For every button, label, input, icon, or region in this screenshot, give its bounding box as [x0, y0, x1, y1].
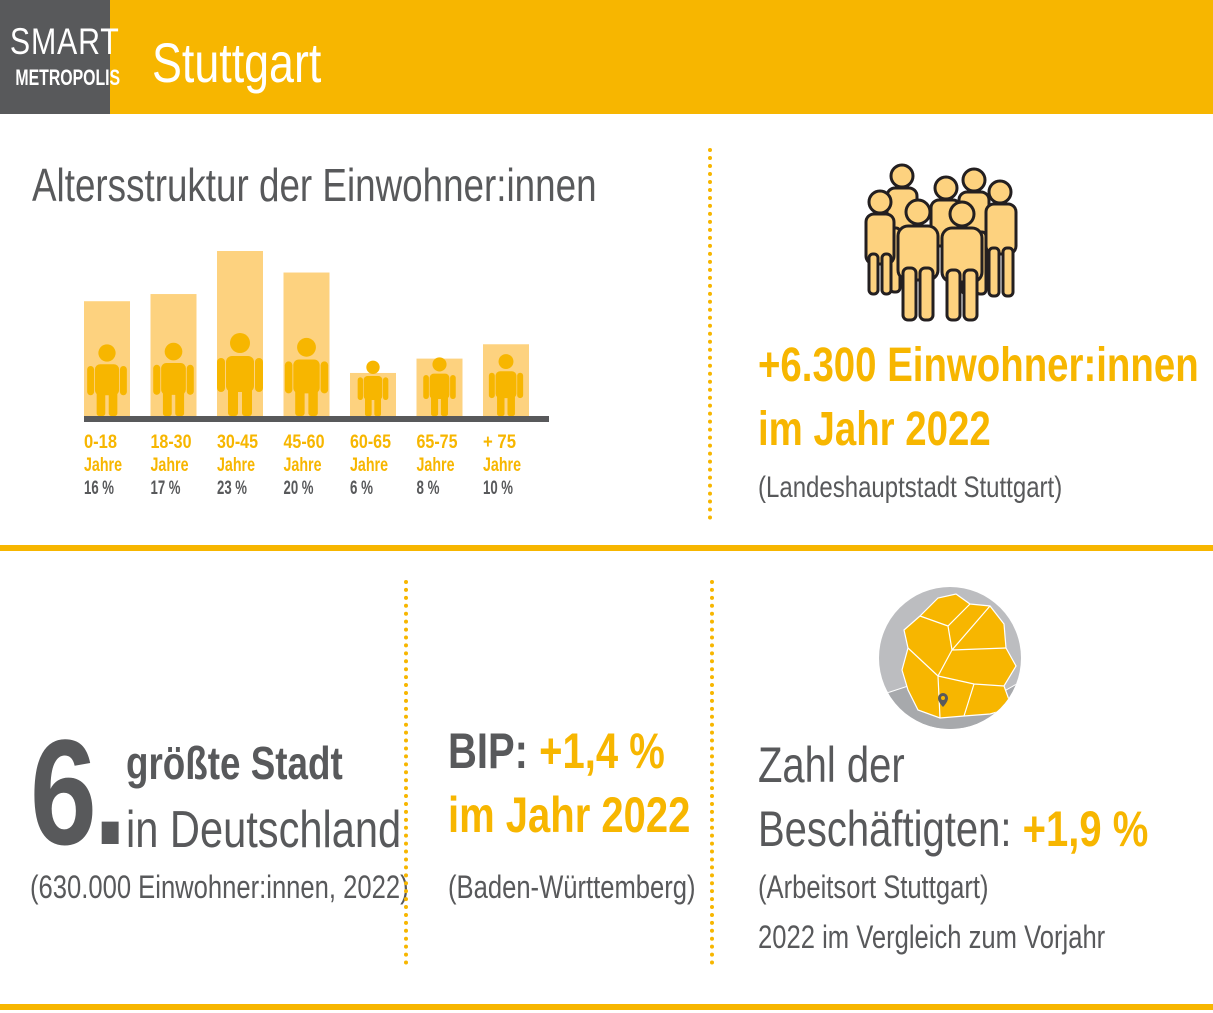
logo-metropolis-text: METROPOLIS: [15, 65, 121, 90]
category-label: 18-30: [151, 432, 192, 453]
employment-value: +1,9 %: [1022, 801, 1149, 857]
gdp-year: im Jahr 2022: [448, 787, 691, 843]
employment-line1: Zahl der: [758, 737, 905, 793]
category-label: 45-60: [284, 432, 325, 453]
person-icon: [488, 354, 524, 416]
chart-title: Altersstruktur der Einwohner:innen: [32, 159, 597, 211]
person-icon: [217, 333, 263, 416]
gdp-value: +1,4 %: [539, 723, 665, 779]
category-unit-label: Jahre: [284, 455, 322, 476]
category-unit-label: Jahre: [84, 455, 122, 476]
value-label: 20 %: [284, 478, 314, 499]
value-label: 8 %: [417, 478, 440, 499]
gdp-source: (Baden-Württemberg): [448, 869, 696, 905]
chart-baseline: [84, 416, 549, 422]
person-icon: [87, 344, 127, 416]
category-label: 0-18: [84, 432, 117, 453]
person-icon: [423, 357, 456, 416]
category-unit-label: Jahre: [151, 455, 189, 476]
category-label: 65-75: [417, 432, 458, 453]
person-icon: [357, 360, 389, 416]
value-label: 16 %: [84, 478, 114, 499]
germany-map-globe-icon: [879, 587, 1021, 729]
growth-source: (Landeshauptstadt Stuttgart): [758, 471, 1063, 504]
divider-bottom: [0, 1004, 1213, 1010]
value-label: 6 %: [350, 478, 373, 499]
person-icon: [153, 342, 194, 416]
growth-year: im Jahr 2022: [758, 403, 991, 456]
divider-bottom-left: [404, 580, 408, 965]
category-unit-label: Jahre: [217, 455, 255, 476]
divider-top: [708, 148, 712, 520]
divider-middle: [0, 545, 1213, 551]
person-icon: [284, 337, 329, 416]
value-label: 10 %: [483, 478, 513, 499]
smart-metropolis-logo: [0, 0, 110, 114]
employment-line2: Beschäftigten:: [758, 801, 1012, 857]
category-label: + 75: [483, 432, 516, 453]
rank-note: (630.000 Einwohner:innen, 2022): [30, 869, 409, 905]
value-label: 17 %: [151, 478, 181, 499]
rank-number: 6.: [30, 708, 127, 876]
group-of-people-icon: [864, 163, 1018, 322]
category-unit-label: Jahre: [350, 455, 388, 476]
growth-headline: +6.300 Einwohner:innen: [758, 339, 1199, 392]
rank-line1: größte Stadt: [126, 737, 343, 789]
value-label: 23 %: [217, 478, 247, 499]
rank-line2: in Deutschland: [126, 801, 402, 859]
category-label: 30-45: [217, 432, 258, 453]
employment-note: 2022 im Vergleich zum Vorjahr: [758, 919, 1106, 955]
category-unit-label: Jahre: [483, 455, 521, 476]
city-title: Stuttgart: [152, 31, 322, 94]
gdp-label: BIP:: [448, 723, 528, 779]
logo-smart-text: SMART: [9, 21, 120, 62]
divider-bottom-right: [710, 580, 714, 965]
employment-source: (Arbeitsort Stuttgart): [758, 869, 989, 905]
category-unit-label: Jahre: [417, 455, 455, 476]
category-label: 60-65: [350, 432, 391, 453]
header-bar: [0, 0, 1213, 114]
